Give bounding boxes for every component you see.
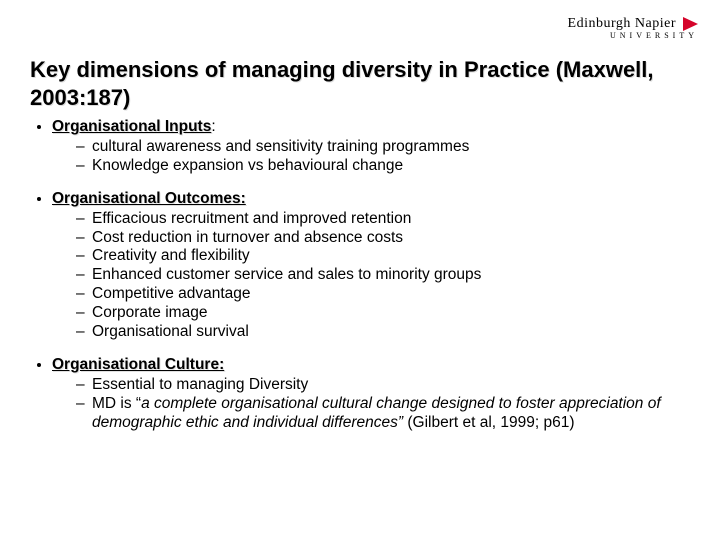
sub-list: Efficacious recruitment and improved ret… xyxy=(52,210,680,342)
logo-line1: Edinburgh Napier xyxy=(568,16,698,32)
logo-line2: UNIVERSITY xyxy=(568,31,698,40)
quote-citation: (Gilbert et al, 1999; p61) xyxy=(403,414,574,431)
slide: Edinburgh Napier UNIVERSITY Key dimensio… xyxy=(0,0,720,540)
section-inputs: Organisational Inputs: cultural awarenes… xyxy=(52,118,680,176)
list-item: Organisational survival xyxy=(76,323,680,342)
list-item: Creativity and flexibility xyxy=(76,247,680,266)
heading-suffix: : xyxy=(211,118,215,135)
quote-prefix: MD is “ xyxy=(92,395,141,412)
logo-text-1: Edinburgh Napier xyxy=(568,16,676,31)
list-item: Essential to managing Diversity xyxy=(76,376,680,395)
section-heading: Organisational Inputs xyxy=(52,118,211,135)
logo-triangle-icon xyxy=(683,17,698,31)
slide-title: Key dimensions of managing diversity in … xyxy=(30,56,670,111)
list-item: Competitive advantage xyxy=(76,285,680,304)
slide-content: Organisational Inputs: cultural awarenes… xyxy=(30,118,680,447)
university-logo: Edinburgh Napier UNIVERSITY xyxy=(568,16,698,40)
quote-italic: a complete organisational cultural chang… xyxy=(92,395,661,431)
section-heading: Organisational Outcomes: xyxy=(52,190,246,207)
bullet-list: Organisational Inputs: cultural awarenes… xyxy=(30,118,680,433)
section-outcomes: Organisational Outcomes: Efficacious rec… xyxy=(52,190,680,342)
section-heading: Organisational Culture: xyxy=(52,356,224,373)
list-item: cultural awareness and sensitivity train… xyxy=(76,138,680,157)
sub-list: cultural awareness and sensitivity train… xyxy=(52,138,680,176)
list-item: Efficacious recruitment and improved ret… xyxy=(76,210,680,229)
list-item-quote: MD is “a complete organisational cultura… xyxy=(76,395,680,433)
list-item: Cost reduction in turnover and absence c… xyxy=(76,229,680,248)
list-item: Knowledge expansion vs behavioural chang… xyxy=(76,157,680,176)
list-item: Enhanced customer service and sales to m… xyxy=(76,266,680,285)
section-culture: Organisational Culture: Essential to man… xyxy=(52,356,680,433)
sub-list: Essential to managing Diversity MD is “a… xyxy=(52,376,680,433)
list-item: Corporate image xyxy=(76,304,680,323)
